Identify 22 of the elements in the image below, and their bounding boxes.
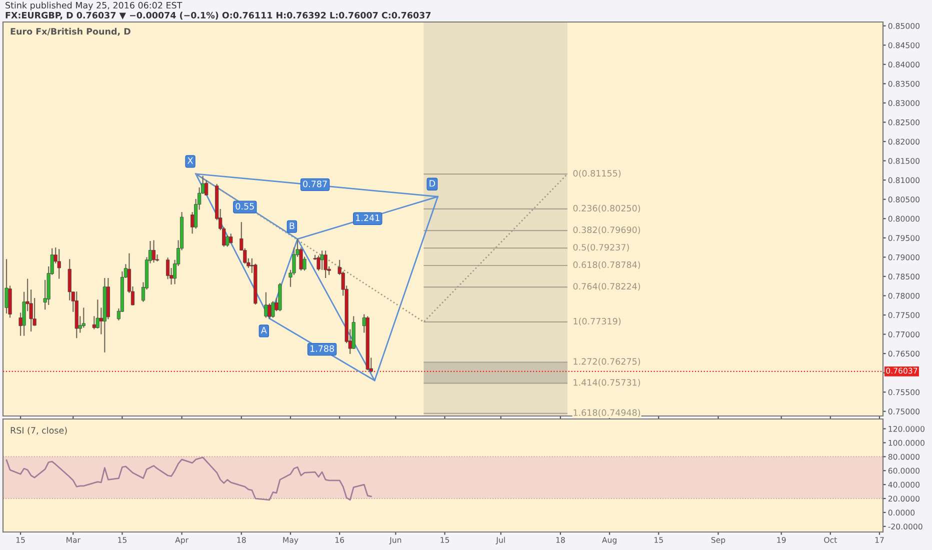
annotation: X — [188, 157, 193, 164]
annotation: B — [290, 222, 294, 229]
annotation: A — [260, 327, 267, 334]
ref-line-label: 0.5(0.79237) — [573, 244, 629, 252]
ref-line-label: 0.236(0.80250) — [573, 204, 640, 213]
text: RSI (7, close) — [10, 426, 67, 435]
chart-subtitle: FX:EURGBP, D 0.76037 ▼ −0.00074 (−0.1%) O:0.76111 H:0.76392 L:0.76007 C:0.76037 — [6, 12, 431, 20]
ref-line-label: 1.414(0.75731) — [574, 378, 640, 387]
annotation: D — [430, 180, 436, 187]
annotation: 1.241 — [356, 214, 380, 222]
annotation: 1.788 — [310, 345, 334, 352]
ref-line-label: 1(0.77319) — [574, 318, 621, 326]
ref-line-label: 0(0.81155) — [573, 170, 621, 178]
ref-line-label: 0.382(0.79690) — [573, 226, 640, 234]
text: Euro Fx/British Pound, D — [10, 28, 130, 36]
ref-line-label: 1.618(0.74948) — [574, 409, 640, 417]
text: Stink published May 25, 2016 06:02 EST — [6, 2, 182, 10]
ref-line-label: 1.272(0.76275) — [574, 358, 640, 366]
ref-line-label: 0.764(0.78224) — [573, 282, 640, 291]
ref-line-label: 0.618(0.78784) — [573, 261, 640, 270]
annotation: 0.55 — [236, 202, 254, 210]
annotation: 0.787 — [303, 180, 327, 188]
